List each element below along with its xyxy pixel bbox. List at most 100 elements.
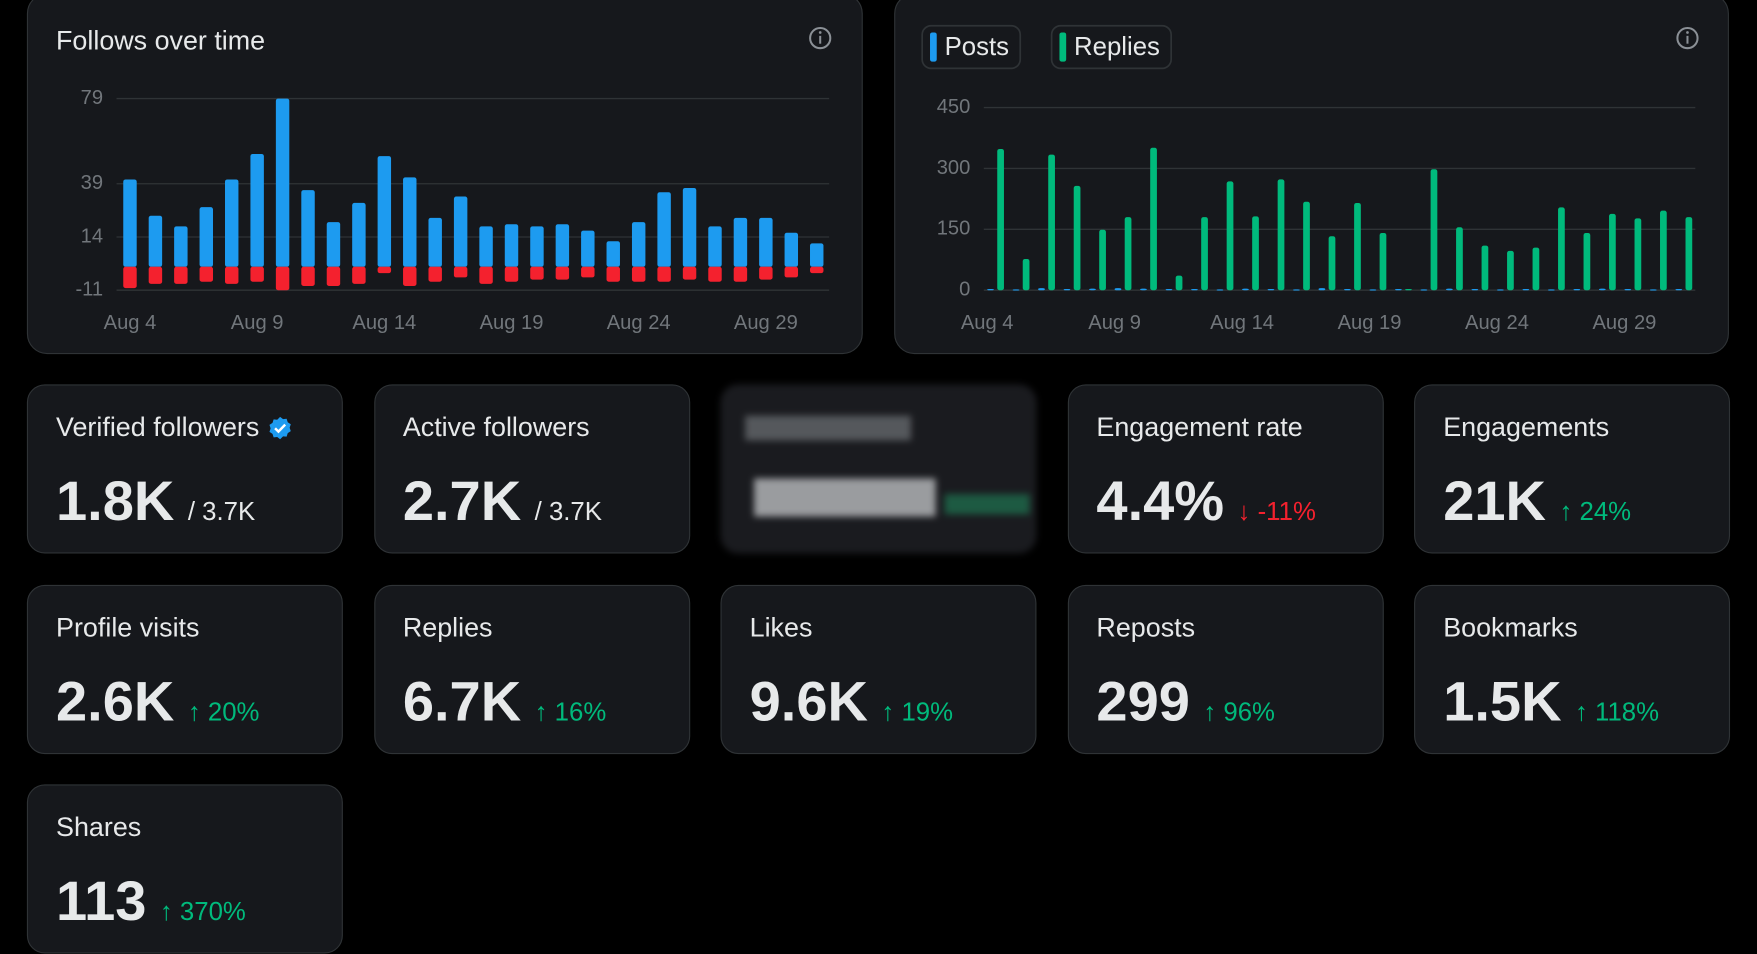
x-tick-label: Aug 29 <box>734 312 798 334</box>
bar <box>1522 288 1530 291</box>
bar <box>657 266 671 282</box>
card-value: 6.7K <box>402 669 522 733</box>
bar <box>1293 289 1300 291</box>
card-label-text: Profile visits <box>56 612 200 643</box>
legend-chip <box>1050 24 1173 70</box>
bar <box>123 179 137 267</box>
stat-card: Bookmarks 1.5K ↑ 118% <box>1414 584 1731 754</box>
card-label-text: Active followers <box>402 412 590 443</box>
card-label: Shares <box>56 812 141 843</box>
stat-card: Likes 9.6K ↑ 19% <box>720 584 1037 754</box>
card-change: ↑ 96% <box>1203 696 1275 726</box>
bar <box>1063 288 1071 291</box>
bar <box>784 266 799 278</box>
stat-card: Engagements 21K ↑ 24% <box>1414 384 1731 554</box>
card-label: Engagement rate <box>1096 412 1302 443</box>
card-value-row: 1.5K ↑ 118% <box>1443 668 1659 733</box>
bar <box>1598 288 1606 291</box>
bar <box>1022 258 1030 291</box>
bar <box>403 177 417 267</box>
bar <box>581 266 595 278</box>
x-tick-label: Aug 29 <box>1592 312 1656 334</box>
bar <box>1369 289 1377 291</box>
badge-shape <box>269 416 292 440</box>
bar <box>1660 210 1667 291</box>
x-tick-label: Aug 4 <box>104 312 157 334</box>
x-tick-label: Aug 24 <box>607 312 671 334</box>
bar <box>555 224 570 267</box>
legend-swatch <box>930 32 937 62</box>
bar <box>199 266 214 282</box>
bar <box>1685 217 1693 291</box>
bar <box>326 266 341 286</box>
bar <box>1216 289 1224 291</box>
bar <box>174 226 188 267</box>
bar <box>1242 288 1249 291</box>
bar <box>1354 202 1361 291</box>
stat-card: Replies 6.7K ↑ 16% <box>373 584 690 754</box>
bar <box>1124 217 1132 291</box>
card-value: 2.6K <box>56 669 175 733</box>
bar <box>784 232 799 267</box>
card-label: Profile visits <box>56 612 199 643</box>
bar <box>1140 288 1147 291</box>
x-tick-label: Aug 19 <box>1338 312 1402 334</box>
bar <box>224 179 239 267</box>
bar <box>1012 289 1020 291</box>
bar <box>1634 218 1642 291</box>
bar <box>759 266 773 280</box>
bar <box>581 230 595 267</box>
card-label-text: Replies <box>402 612 493 643</box>
bar <box>1328 236 1336 291</box>
bar <box>1303 201 1310 291</box>
card-total: / 3.7K <box>187 496 256 526</box>
card-value-row: 6.7K ↑ 16% <box>403 668 606 733</box>
card-value: 1.8K <box>56 469 175 533</box>
x-tick-label: Aug 14 <box>1210 312 1274 334</box>
bar <box>631 266 646 282</box>
bar <box>1252 216 1259 291</box>
bar <box>1507 250 1514 291</box>
bar <box>352 266 366 284</box>
bar <box>682 266 697 280</box>
bar <box>453 266 468 278</box>
bar <box>530 266 544 280</box>
card-total: / 3.7K <box>534 496 602 526</box>
bar <box>1048 154 1055 291</box>
chart-title: Follows over time <box>56 26 265 56</box>
bar <box>733 266 748 282</box>
bar <box>148 266 163 284</box>
y-tick-label: 0 <box>959 279 970 301</box>
card-label-text: Reposts <box>1096 612 1196 643</box>
legend-label: Posts <box>945 33 1009 61</box>
card-change: ↑ 20% <box>187 696 260 726</box>
info-icon[interactable] <box>809 27 832 50</box>
badge-check <box>274 423 287 434</box>
card-label: Verified followers <box>56 412 293 443</box>
bar <box>377 156 392 267</box>
info-icon[interactable] <box>1676 27 1699 50</box>
bar <box>428 266 442 282</box>
bar <box>1558 207 1565 291</box>
legend-swatch <box>1059 32 1067 62</box>
bar <box>148 215 163 267</box>
bar <box>1675 288 1683 291</box>
card-label-text: Likes <box>749 612 813 643</box>
stat-card: Profile visits 2.6K ↑ 20% <box>26 584 343 754</box>
blurred-label <box>745 415 911 441</box>
bar <box>810 243 824 267</box>
bar <box>1038 288 1045 291</box>
bar <box>997 148 1004 291</box>
card-value-row: 9.6K ↑ 19% <box>750 668 953 733</box>
blurred-value <box>754 478 936 517</box>
legend-chip <box>921 24 1022 70</box>
bar <box>1547 289 1555 291</box>
bar <box>1114 288 1122 291</box>
bar <box>1318 288 1326 291</box>
bar <box>530 226 544 267</box>
card-value: 299 <box>1096 669 1190 733</box>
card-value-row: 2.6K ↑ 20% <box>56 668 259 733</box>
bar <box>326 222 341 267</box>
